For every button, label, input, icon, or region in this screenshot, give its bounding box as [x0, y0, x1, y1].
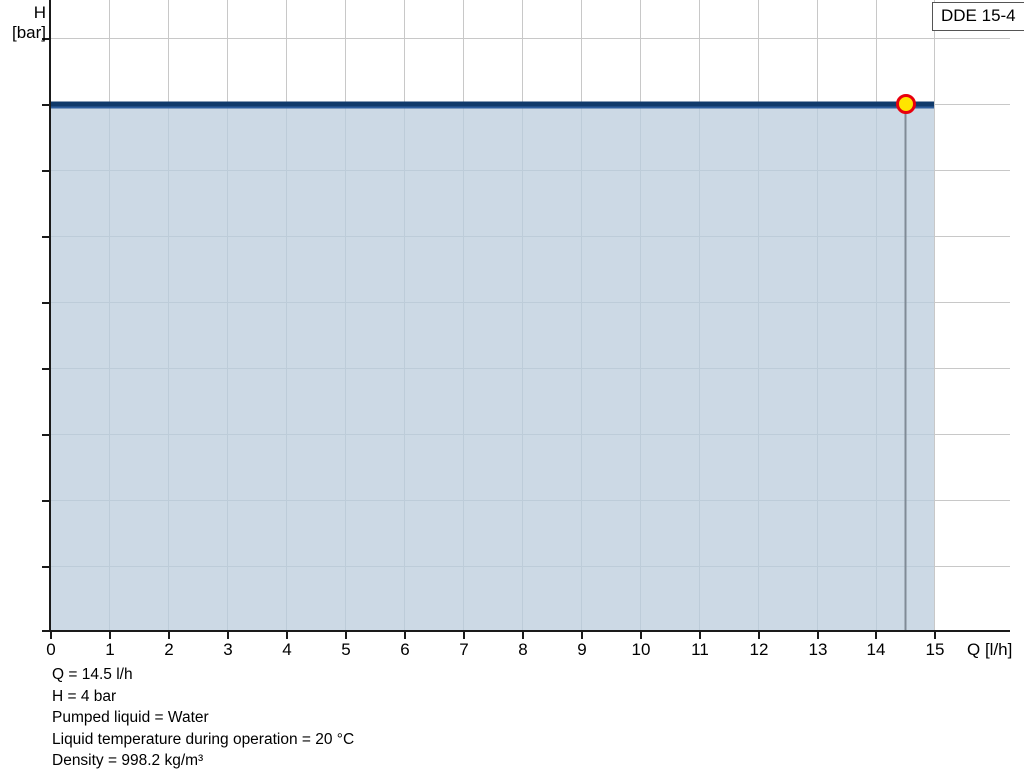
- x-tick-mark: [581, 631, 583, 639]
- plot-area: [50, 0, 1010, 631]
- x-tick-label: 9: [577, 640, 587, 659]
- x-tick-mark: [50, 631, 52, 639]
- y-tick-mark: [42, 566, 50, 568]
- curve-fill-area: [50, 104, 934, 631]
- y-axis-line: [49, 0, 51, 632]
- annotation-head: H = 4 bar: [52, 687, 117, 705]
- y-tick-mark: [42, 170, 50, 172]
- y-tick-mark: [42, 368, 50, 370]
- y-tick-mark: [42, 434, 50, 436]
- x-tick-label: 5: [341, 640, 351, 659]
- y-axis-title-unit: [bar]: [11, 23, 46, 42]
- x-tick-label: 12: [749, 640, 769, 659]
- x-tick-label: 15: [925, 640, 945, 659]
- x-tick-mark: [758, 631, 760, 639]
- y-tick-mark: [42, 104, 50, 106]
- y-axis-title-symbol: H: [33, 3, 46, 22]
- x-tick-mark: [227, 631, 229, 639]
- x-axis-line: [50, 630, 1010, 632]
- x-tick-label: 8: [518, 640, 528, 659]
- x-tick-mark: [640, 631, 642, 639]
- operating-point-marker: [896, 94, 916, 114]
- x-tick-label: 1: [105, 640, 115, 659]
- x-tick-mark: [168, 631, 170, 639]
- y-tick-mark: [42, 302, 50, 304]
- x-tick-mark: [286, 631, 288, 639]
- x-tick-label: 11: [691, 640, 709, 659]
- legend-label: DDE 15-4: [941, 6, 1016, 25]
- annotation-flow-rate: Q = 14.5 l/h: [52, 666, 133, 683]
- legend-box: DDE 15-4: [932, 2, 1024, 31]
- annotation-liquid-temperature: Liquid temperature during operation = 20…: [52, 730, 355, 748]
- x-tick-mark: [522, 631, 524, 639]
- x-tick-mark: [463, 631, 465, 639]
- x-tick-mark: [934, 631, 936, 639]
- y-tick-mark: [42, 500, 50, 502]
- annotation-block: Q = 14.5 l/h H = 4 bar Pumped liquid = W…: [52, 664, 354, 772]
- x-tick-mark: [699, 631, 701, 639]
- x-axis-title: Q [l/h]: [967, 640, 1013, 659]
- x-tick-label: 2: [164, 640, 174, 659]
- y-tick-mark: [42, 630, 50, 632]
- y-tick-mark: [42, 38, 50, 40]
- x-tick-label: 7: [459, 640, 469, 659]
- x-tick-mark: [404, 631, 406, 639]
- x-tick-mark: [345, 631, 347, 639]
- x-tick-mark: [817, 631, 819, 639]
- x-tick-label: 6: [400, 640, 410, 659]
- x-tick-label: 0: [46, 640, 56, 659]
- x-tick-label: 4: [282, 640, 292, 659]
- x-tick-label: 10: [631, 640, 651, 659]
- x-tick-label: 14: [866, 640, 886, 659]
- x-tick-label: 13: [808, 640, 828, 659]
- annotation-pumped-liquid: Pumped liquid = Water: [52, 709, 209, 726]
- x-tick-label: 3: [223, 640, 233, 659]
- y-axis-title: H [bar]: [0, 3, 46, 43]
- y-tick-mark: [42, 236, 50, 238]
- x-tick-mark: [875, 631, 877, 639]
- curve-and-marker: [50, 94, 934, 631]
- x-tick-mark: [109, 631, 111, 639]
- annotation-density: Density = 998.2 kg/m³: [52, 752, 204, 769]
